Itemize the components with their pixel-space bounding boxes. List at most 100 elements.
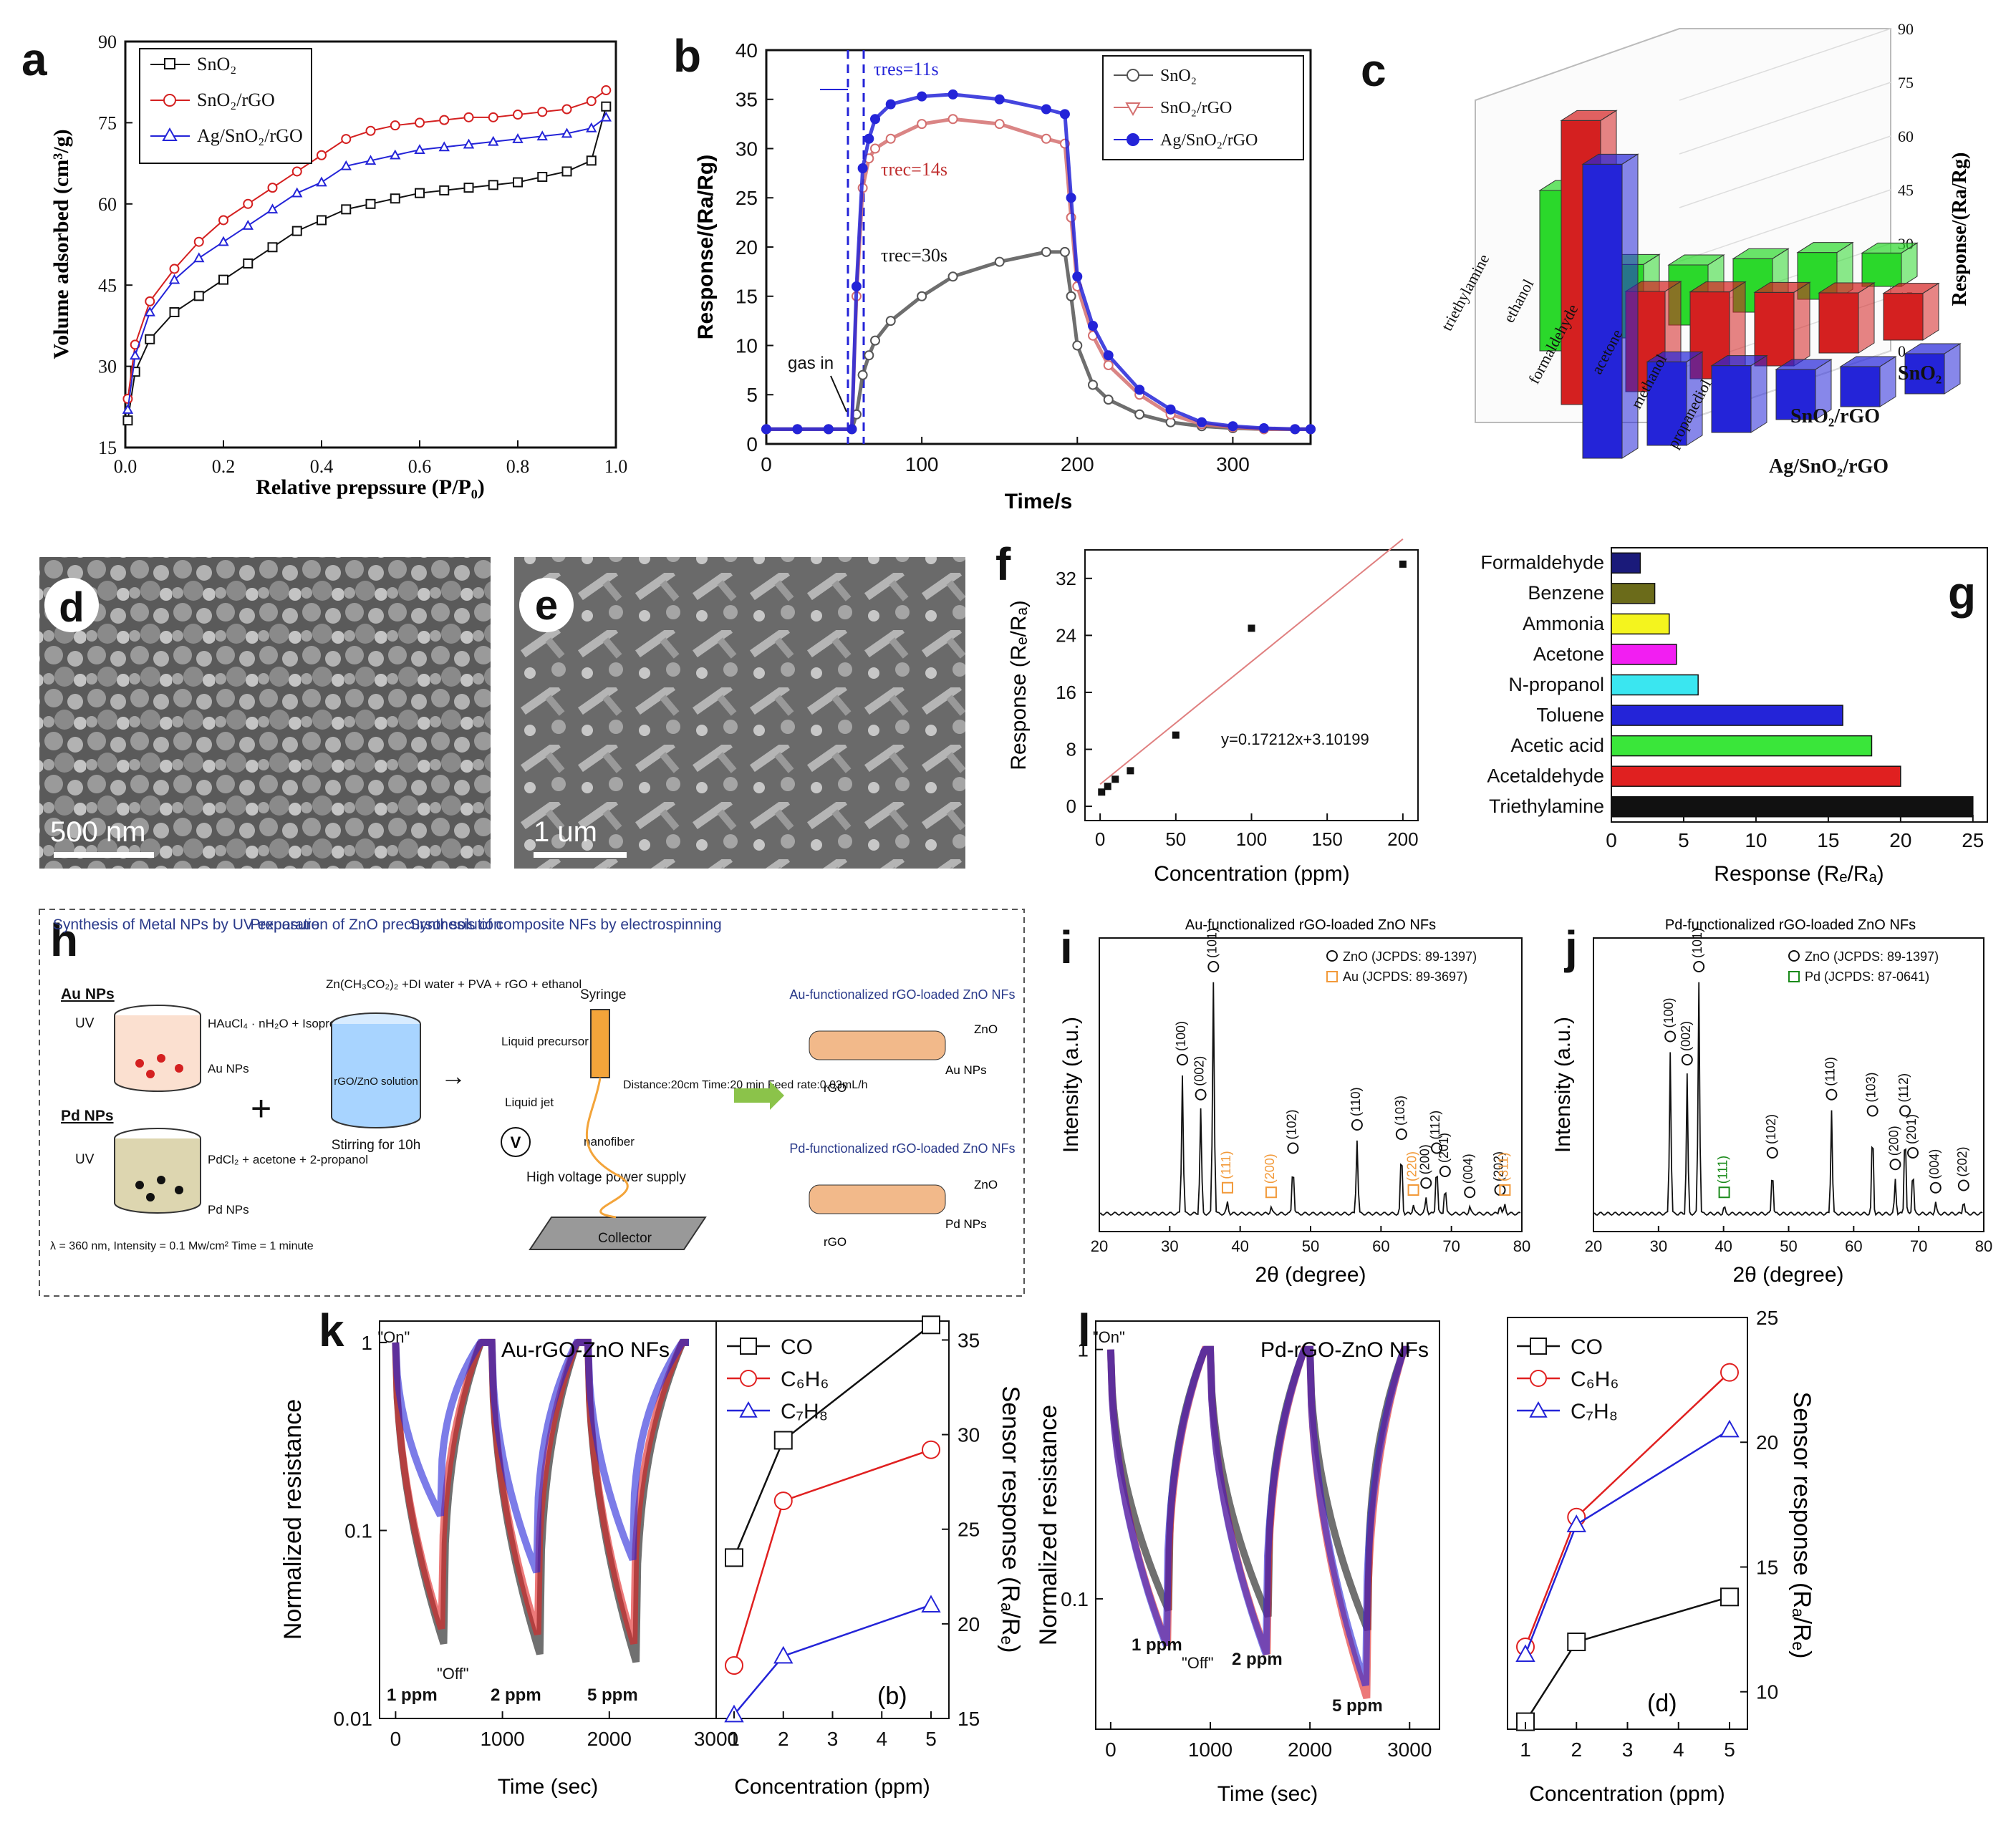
panel-label-h: h [50, 914, 78, 966]
pi-plot-peak-label-7: (103) [1393, 1096, 1407, 1126]
c-bar-side-0-5 [1901, 242, 1918, 287]
pk-right-ytick-label-0: 15 [958, 1708, 980, 1730]
b-point-2-8 [885, 99, 896, 110]
legend-b-label-1: SnO₂ [1160, 67, 1197, 85]
h-jet [585, 1077, 629, 1219]
b-xtick-label-2: 200 [1061, 453, 1094, 475]
a-point-2-0 [122, 404, 134, 414]
chart-f-ylabel: Response (Rₑ/Rₐ) [1007, 600, 1031, 770]
pl-left-xtick-label-2: 2000 [1288, 1739, 1332, 1761]
a-point-1-13 [415, 117, 425, 128]
chart-l-right-ylabel: Sensor response (Rₐ/Rₑ) [1788, 1392, 1815, 1659]
h-au-title: Au NPs [61, 986, 115, 1002]
chart-l-right-xlabel: Concentration (ppm) [1529, 1782, 1725, 1806]
a-point-1-18 [537, 107, 548, 117]
c-bar-side-2-2 [1750, 354, 1767, 433]
a-point-0-11 [365, 198, 376, 209]
a-point-1-4 [193, 236, 204, 247]
chart-i-ylabel: Intensity (a.u.) [1059, 1017, 1083, 1153]
pi-plot-legend-marker-0 [1326, 950, 1338, 962]
h-col1-title-text: Synthesis of Metal NPs by UV exposure [53, 917, 319, 933]
a-xtick-label-2: 0.4 [310, 456, 334, 477]
pi-plot-peak-marker-1 [1195, 1088, 1207, 1101]
c-bar-side-2-4 [1879, 356, 1896, 407]
pk-left-xtick-label-2: 2000 [587, 1728, 632, 1750]
f-xtick-label-2: 100 [1236, 828, 1267, 850]
pk-right-point-2-2 [921, 1595, 941, 1613]
pj-plot-peak-marker-1 [1681, 1054, 1693, 1065]
legend-b-marker-2 [1125, 102, 1141, 117]
pj-plot-xtick-label-6: 80 [1975, 1237, 1992, 1255]
pk-right-point-0-2 [922, 1315, 940, 1335]
chart-k-title: Au-rGO-ZnO NFs [501, 1338, 670, 1362]
a-point-0-14 [439, 185, 450, 195]
a-point-2-18 [536, 130, 548, 141]
b-point-2-7 [870, 114, 880, 125]
pj-plot-pattern [1593, 982, 1983, 1217]
a-point-1-14 [439, 115, 450, 125]
pk-right-legend-marker-2 [739, 1401, 758, 1418]
h-plus: + [251, 1088, 271, 1128]
f-xtick-label-3: 150 [1311, 828, 1342, 850]
pj-plot-legend-marker-0 [1788, 950, 1800, 962]
a-point-0-20 [586, 155, 597, 166]
a-point-2-11 [365, 155, 377, 165]
pj-plot-legend-label-0: ZnO (JCPDS: 89-1397) [1805, 949, 1939, 964]
pk-right-point-1-1 [773, 1491, 793, 1511]
pj-plot-peak-marker-11 [1957, 1179, 1969, 1191]
c-series-label-1: SnO₂/rGO [1790, 405, 1880, 427]
h-uv-params: λ = 360 nm, Intensity = 0.1 Mw/cm² Time … [50, 1240, 314, 1252]
panel-label-g: g [1948, 567, 1976, 619]
a-point-2-1 [130, 349, 141, 360]
chart-f-fit: y=0.17212x+3.10199 [1221, 730, 1369, 748]
f-ytick-label-2: 16 [1056, 682, 1076, 703]
a-xtick-label-4: 0.8 [506, 456, 530, 477]
chart-k-tag: (b) [877, 1683, 907, 1710]
c-ztick-label-6: 90 [1898, 20, 1914, 38]
panel-label-e: e [535, 582, 558, 629]
pi-plot-pattern [1099, 982, 1521, 1217]
pk-right-xtick-label-1: 2 [778, 1728, 789, 1750]
c-grid-3 [1679, 189, 1891, 262]
h-pd-beaker [114, 1138, 201, 1214]
f-point-3 [1127, 767, 1134, 775]
pl-right-point-2-1 [1566, 1514, 1586, 1532]
f-ytick-label-1: 8 [1066, 739, 1076, 760]
pj-plot-peak-label-10: (004) [1927, 1149, 1942, 1179]
pk-right-point-1-0 [725, 1656, 743, 1675]
h-arrow-1: → [440, 1061, 466, 1091]
pl-left-off-label: "Off" [1182, 1654, 1214, 1672]
pk-right-xtick-label-4: 5 [925, 1728, 937, 1750]
a-point-2-3 [168, 274, 180, 284]
pi-plot-peak-label-3: (111) [1219, 1151, 1233, 1179]
pl-left-xtick-label-3: 3000 [1387, 1739, 1432, 1761]
b-point-0-11 [994, 256, 1005, 267]
sem-d: d 500 nm [39, 557, 491, 869]
a-xtick-label-5: 1.0 [604, 456, 628, 477]
chart-j-ylabel: Intensity (a.u.) [1551, 1017, 1575, 1153]
a-point-0-3 [169, 307, 180, 317]
g-category-label-3: Acetone [1533, 643, 1604, 664]
a-point-0-16 [488, 180, 498, 190]
pk-right-ytick-label-2: 25 [958, 1519, 980, 1541]
legend-a-marker-1 [164, 58, 175, 69]
c-series-label-2: Ag/SnO₂/rGO [1769, 455, 1889, 478]
pk-right-point-2-1 [773, 1645, 794, 1664]
pj-plot-peak-label-8: (112) [1896, 1073, 1911, 1103]
b-point-2-24 [1306, 424, 1316, 435]
b-point-2-6 [864, 133, 874, 144]
pi-plot-legend-marker-1 [1326, 971, 1338, 982]
chart-l-title: Pd-rGO-ZnO NFs [1260, 1338, 1429, 1362]
c-bar-side-2-5 [1944, 343, 1961, 395]
pi-plot-peak-marker-12 [1464, 1186, 1476, 1199]
pj-plot-peak-marker-8 [1899, 1105, 1911, 1117]
g-category-label-5: Toluene [1536, 704, 1604, 725]
chart-k: 0 1000 2000 3000 0.01 0.1 1 "On" "Off" 1 ppm 2 ppm… [279, 1315, 1024, 1799]
h-pd-zno: ZnO [974, 1178, 998, 1191]
f-ytick-label-3: 24 [1056, 624, 1076, 646]
b-point-1-12 [1041, 133, 1051, 144]
b-point-2-20 [1197, 417, 1207, 427]
c-bar-side-1-3 [1793, 281, 1810, 367]
a-point-2-12 [390, 149, 401, 160]
b-point-2-12 [1041, 104, 1051, 115]
